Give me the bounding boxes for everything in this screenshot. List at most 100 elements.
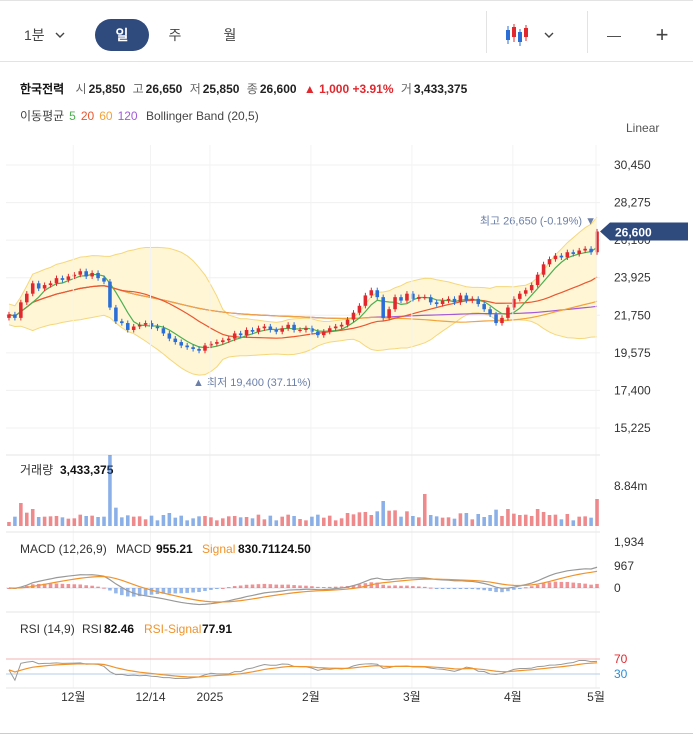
candle-body bbox=[232, 333, 237, 339]
candle-body bbox=[25, 293, 29, 303]
candle-body bbox=[7, 314, 11, 318]
tab-month[interactable]: 월 bbox=[223, 27, 237, 43]
chart-type-select[interactable] bbox=[504, 19, 574, 51]
macd-histogram-bar bbox=[399, 585, 403, 588]
ma20-label: 20 bbox=[80, 109, 95, 123]
candle-body bbox=[464, 295, 469, 301]
divider bbox=[0, 733, 693, 734]
y-tick-label: 30,450 bbox=[614, 158, 651, 172]
macd-histogram-bar bbox=[108, 588, 112, 591]
volume-bar bbox=[232, 516, 237, 526]
candle-body bbox=[185, 345, 189, 348]
volume-bar bbox=[375, 511, 380, 526]
candle-body bbox=[529, 285, 534, 291]
macd-histogram-bar bbox=[221, 587, 225, 589]
macd-histogram-bar bbox=[512, 588, 516, 590]
candle-body bbox=[125, 323, 130, 330]
macd-histogram-bar bbox=[286, 584, 290, 588]
volume-bar bbox=[280, 516, 284, 526]
volume-bar bbox=[13, 516, 17, 526]
volume-bar bbox=[381, 501, 385, 526]
candle-body bbox=[286, 324, 290, 329]
candle-body bbox=[256, 328, 261, 332]
macd-title: MACD (12,26,9) bbox=[20, 542, 107, 556]
candle-body bbox=[114, 307, 118, 322]
macd-histogram-bar bbox=[434, 588, 439, 589]
candle-body bbox=[428, 297, 433, 303]
volume-bar bbox=[274, 520, 279, 526]
macd-histogram-bar bbox=[120, 588, 124, 596]
candle-body bbox=[137, 324, 142, 327]
macd-histogram-bar bbox=[393, 585, 397, 588]
volume-bar bbox=[250, 518, 255, 526]
volume-bar bbox=[25, 512, 29, 526]
macd-histogram-bar bbox=[446, 588, 451, 589]
macd-histogram-bar bbox=[250, 584, 255, 588]
macd-histogram-bar bbox=[262, 583, 267, 588]
volume-bar bbox=[7, 522, 11, 526]
candle-body bbox=[381, 297, 385, 318]
macd-histogram-bar bbox=[114, 588, 118, 594]
macd-histogram-bar bbox=[179, 588, 184, 594]
volume-bar bbox=[78, 514, 83, 526]
candle-body bbox=[535, 274, 540, 286]
scale-mode-button[interactable]: Linear bbox=[626, 121, 660, 135]
macd-histogram-bar bbox=[244, 584, 249, 588]
volume-bar bbox=[209, 517, 213, 526]
toolbar-divider bbox=[587, 11, 588, 53]
tab-day[interactable]: 일 bbox=[95, 19, 149, 51]
volume-bar bbox=[333, 520, 338, 526]
macd-histogram-bar bbox=[500, 588, 504, 593]
volume-bar bbox=[143, 519, 148, 526]
macd-histogram-bar bbox=[322, 587, 326, 589]
candle-body bbox=[274, 329, 279, 332]
macd-histogram-bar bbox=[351, 585, 356, 588]
macd-histogram-bar bbox=[167, 588, 172, 594]
low-value: 25,850 bbox=[202, 82, 240, 96]
candle-body bbox=[191, 347, 195, 349]
volume-bar bbox=[131, 516, 136, 526]
volume-bar bbox=[357, 512, 362, 526]
bollinger-band-fill bbox=[8, 217, 598, 376]
candle-body bbox=[143, 323, 148, 325]
current-price-label: 26,600 bbox=[615, 226, 652, 240]
volume-bar bbox=[393, 510, 397, 526]
macd-histogram-bar bbox=[553, 581, 558, 588]
macd-histogram-bar bbox=[232, 586, 237, 588]
macd-histogram-bar bbox=[482, 588, 486, 591]
volume-bar bbox=[292, 516, 296, 526]
volume-bar bbox=[363, 512, 368, 526]
volume-bar bbox=[571, 520, 576, 526]
candle-body bbox=[553, 255, 558, 260]
candle-body bbox=[488, 309, 492, 315]
macd-histogram-bar bbox=[66, 584, 71, 588]
macd-histogram-bar bbox=[589, 584, 593, 588]
volume-bar bbox=[405, 511, 409, 526]
candle-body bbox=[173, 338, 178, 343]
candle-body bbox=[280, 328, 284, 332]
volume-y-tick: 8.84m bbox=[614, 479, 647, 493]
candle-body bbox=[387, 309, 391, 318]
volume-bar bbox=[310, 516, 314, 526]
rsi-title: RSI (14,9) bbox=[20, 622, 75, 636]
candle-body bbox=[120, 321, 124, 324]
volume-bar bbox=[19, 503, 23, 526]
candle-body bbox=[494, 314, 498, 324]
volume-bar bbox=[54, 516, 59, 526]
tab-week[interactable]: 주 bbox=[168, 27, 182, 43]
volume-bar bbox=[500, 516, 504, 526]
macd-histogram-bar bbox=[411, 586, 415, 588]
zoom-out-button[interactable]: — bbox=[607, 27, 621, 43]
volume-bar bbox=[434, 516, 439, 526]
macd-histogram-bar bbox=[470, 588, 475, 590]
period-select[interactable]: 1분 bbox=[24, 19, 84, 51]
macd-histogram-bar bbox=[571, 582, 576, 588]
candle-body bbox=[226, 338, 231, 341]
macd-histogram-bar bbox=[559, 581, 564, 588]
macd-histogram-bar bbox=[238, 585, 243, 588]
volume-bar bbox=[523, 514, 528, 526]
volume-bar bbox=[48, 516, 53, 526]
macd-histogram-bar bbox=[185, 588, 189, 593]
candle-body bbox=[422, 297, 427, 299]
zoom-in-button[interactable]: + bbox=[655, 22, 669, 47]
